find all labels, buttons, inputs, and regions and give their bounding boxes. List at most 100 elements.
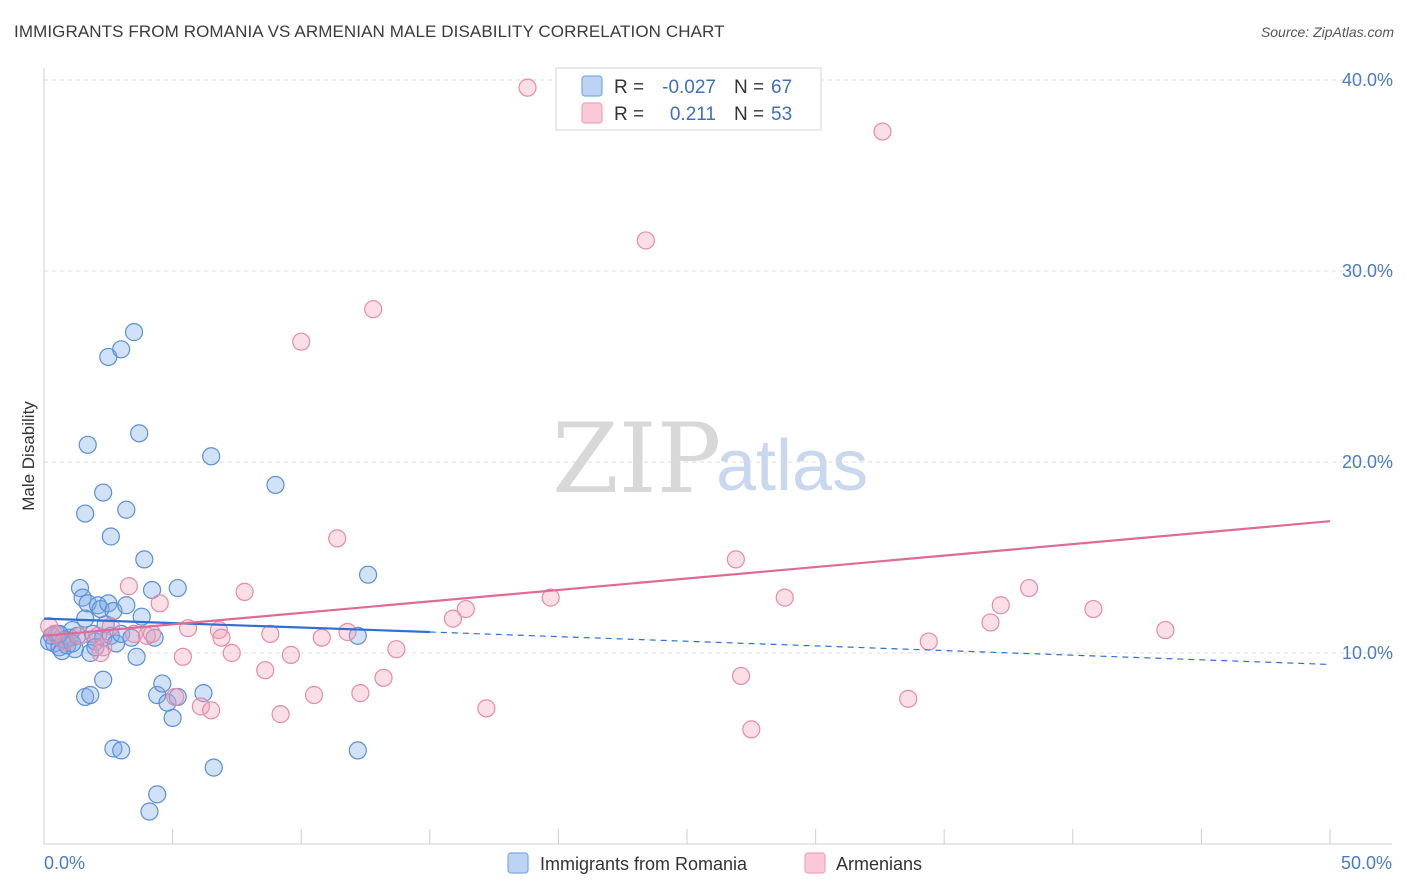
legend-n-value-pink: 53: [771, 104, 792, 125]
romania-point-33: [81, 685, 100, 705]
armenians-point-22: [261, 624, 280, 644]
y-axis-label: Male Disability: [19, 401, 38, 511]
armenians-point-30: [351, 684, 370, 703]
armenians-point-11: [150, 594, 169, 613]
armenians-point-44: [873, 122, 892, 141]
series-armenians-points: [40, 78, 1175, 739]
armenians-point-41: [731, 666, 751, 686]
legend-r-label-blue: R =: [614, 77, 644, 98]
y-tick-labels: 10.0% 20.0% 30.0% 40.0%: [1342, 70, 1393, 663]
romania-point-66: [86, 638, 105, 657]
armenians-point-19: [222, 643, 241, 663]
armenians-point-46: [919, 632, 938, 651]
armenians-point-45: [899, 689, 918, 708]
y-tick-label-40: 40.0%: [1342, 70, 1393, 90]
legend-swatch-pink: [581, 102, 603, 124]
romania-point-38: [163, 708, 182, 728]
y-tick-label-20: 20.0%: [1342, 452, 1393, 472]
armenians-point-25: [292, 332, 311, 351]
series-legend-label-romania: Immigrants from Romania: [540, 854, 748, 874]
armenians-point-37: [518, 78, 537, 97]
trend-armenians: [43, 520, 1331, 637]
armenians-point-50: [1084, 599, 1103, 619]
romania-point-55: [202, 447, 221, 466]
armenians-point-43: [775, 588, 794, 607]
legend-n-value-blue: 67: [771, 77, 792, 98]
armenians-point-5: [91, 643, 110, 663]
romania-point-60: [112, 340, 131, 359]
series-romania-points: [40, 323, 378, 821]
armenians-point-42: [742, 720, 761, 739]
armenians-point-39: [636, 231, 655, 250]
legend-n-label-blue: N =: [734, 77, 764, 98]
romania-point-47: [78, 435, 97, 454]
armenians-point-12: [166, 687, 185, 707]
armenians-point-26: [304, 685, 324, 705]
romania-point-43: [112, 741, 131, 760]
romania-point-40: [194, 684, 213, 703]
chart-title: IMMIGRANTS FROM ROMANIA VS ARMENIAN MALE…: [14, 22, 725, 41]
armenians-point-51: [1156, 620, 1175, 640]
armenians-point-16: [202, 701, 221, 720]
trend-romania-solid: [43, 617, 430, 634]
romania-point-53: [142, 580, 162, 600]
armenians-point-40: [726, 550, 745, 569]
armenians-point-10: [142, 624, 162, 644]
romania-point-46: [348, 741, 367, 760]
x-tick-label-min: 0.0%: [44, 853, 85, 873]
x-axis-ticks: [43, 829, 1331, 844]
series-legend-swatch-romania: [507, 852, 529, 874]
armenians-point-27: [312, 628, 331, 647]
armenians-point-31: [364, 300, 383, 319]
romania-point-30: [127, 647, 146, 666]
legend-r-value-blue: -0.027: [662, 77, 716, 98]
trend-lines: [43, 520, 1331, 666]
armenians-point-28: [328, 529, 347, 548]
series-legend-swatch-armenians: [804, 852, 826, 874]
romania-point-54: [168, 578, 187, 598]
y-tick-label-10: 10.0%: [1342, 643, 1393, 663]
romania-point-50: [117, 500, 136, 519]
romania-point-44: [148, 785, 167, 804]
armenians-point-35: [456, 599, 475, 619]
x-tick-label-max: 50.0%: [1341, 853, 1392, 873]
romania-point-52: [135, 550, 154, 569]
armenians-point-48: [991, 596, 1010, 615]
romania-point-45: [140, 802, 159, 821]
armenians-point-34: [443, 609, 463, 628]
stats-legend: R = -0.027 N = 67 R = 0.211 N = 53: [555, 67, 822, 131]
armenians-point-15: [191, 697, 210, 716]
series-legend-label-armenians: Armenians: [836, 854, 922, 874]
source-label: Source: ZipAtlas.com: [1260, 24, 1394, 40]
romania-point-48: [76, 504, 95, 523]
armenians-point-47: [981, 613, 1000, 632]
romania-point-35: [148, 685, 167, 705]
legend-r-label-pink: R =: [614, 104, 644, 125]
armenians-point-32: [374, 668, 393, 687]
romania-point-49: [94, 483, 113, 502]
armenians-point-33: [387, 640, 406, 659]
romania-point-28: [117, 596, 136, 615]
romania-point-41: [204, 758, 223, 777]
watermark-zip: ZIP: [552, 403, 721, 515]
series-legend: Immigrants from Romania Armenians: [507, 852, 922, 874]
y-tick-label-30: 30.0%: [1342, 261, 1393, 281]
gridlines: [44, 79, 1392, 654]
romania-point-14: [76, 609, 95, 628]
romania-point-61: [124, 323, 144, 342]
romania-point-57: [358, 565, 378, 584]
romania-point-13: [73, 588, 92, 607]
armenians-point-23: [271, 705, 290, 724]
armenians-point-49: [1019, 578, 1039, 598]
armenians-point-38: [541, 588, 560, 607]
legend-r-value-pink: 0.211: [670, 104, 716, 125]
romania-point-62: [130, 424, 149, 443]
romania-point-36: [153, 674, 172, 693]
watermark-atlas: atlas: [716, 426, 868, 506]
armenians-point-2: [70, 626, 90, 645]
armenians-point-24: [281, 645, 301, 665]
armenians-point-21: [256, 661, 275, 680]
trend-romania-dashed: [429, 631, 1331, 666]
romania-point-56: [266, 475, 285, 495]
